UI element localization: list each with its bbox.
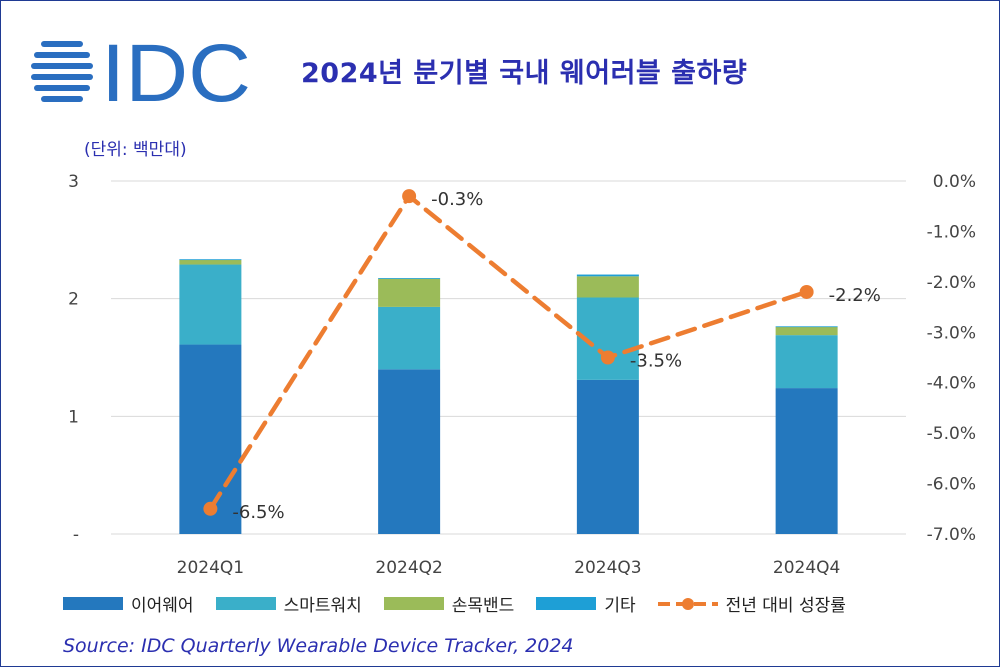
growth-data-label: -0.3% xyxy=(431,189,483,210)
bar-earwear xyxy=(576,379,639,534)
legend-item-growth: 전년 대비 성장률 xyxy=(657,591,846,616)
y-right-tick-label: -1.0% xyxy=(927,222,976,242)
idc-logo-text: IDC xyxy=(101,35,251,107)
y-right-tick-label: -2.0% xyxy=(927,273,976,293)
legend-item-other: 기타 xyxy=(536,591,636,616)
bar-wristband xyxy=(378,278,441,307)
y-left-tick-label: - xyxy=(73,525,79,545)
legend-swatch-earwear xyxy=(63,597,123,610)
legend: 이어웨어 스마트워치 손목밴드 기타 전년 대비 성장률 xyxy=(63,591,868,616)
x-tick-label: 2024Q4 xyxy=(773,558,840,578)
legend-label-wristband: 손목밴드 xyxy=(451,596,515,616)
growth-point xyxy=(799,284,814,299)
legend-swatch-wristband xyxy=(383,597,444,610)
bar-smartwatch xyxy=(179,264,242,345)
idc-logo: IDC xyxy=(31,35,251,107)
y-left-tick-label: 3 xyxy=(68,172,79,192)
y-left-tick-label: 2 xyxy=(68,290,79,310)
growth-data-label: -6.5% xyxy=(232,502,284,523)
bar-wristband xyxy=(576,276,639,298)
growth-data-label: -3.5% xyxy=(630,351,682,372)
x-tick-label: 2024Q3 xyxy=(574,558,641,578)
growth-point xyxy=(600,350,615,365)
bar-other xyxy=(775,326,838,328)
legend-label-smartwatch: 스마트워치 xyxy=(283,596,362,616)
y-left-tick-label: 1 xyxy=(68,407,79,427)
y-right-tick-label: -7.0% xyxy=(927,525,976,545)
unit-label: (단위: 백만대) xyxy=(84,140,187,160)
growth-point xyxy=(203,501,218,516)
legend-swatch-other xyxy=(536,597,597,610)
legend-item-earwear: 이어웨어 xyxy=(63,591,194,616)
bar-other xyxy=(576,274,639,277)
bar-smartwatch xyxy=(378,306,441,370)
y-right-tick-label: -3.0% xyxy=(927,323,976,343)
x-tick-label: 2024Q1 xyxy=(177,558,244,578)
bar-smartwatch xyxy=(775,335,838,389)
bar-wristband xyxy=(179,259,242,265)
legend-item-smartwatch: 스마트워치 xyxy=(215,591,362,616)
bar-other xyxy=(378,278,441,279)
y-right-tick-label: 0.0% xyxy=(933,172,976,192)
x-tick-label: 2024Q2 xyxy=(375,558,442,578)
bar-other xyxy=(179,259,242,261)
y-right-tick-label: -5.0% xyxy=(927,424,976,444)
chart-plot: - 1 2 3 0.0% -1.0% -2.0% -3.0% -4.0% -5.0% -6.0% -7… xyxy=(68,172,976,578)
legend-swatch-smartwatch xyxy=(215,597,276,610)
legend-label-earwear: 이어웨어 xyxy=(131,596,194,616)
legend-label-growth: 전년 대비 성장률 xyxy=(725,596,846,616)
growth-data-label: -2.2% xyxy=(829,285,881,306)
y-right-tick-label: -6.0% xyxy=(927,475,976,495)
legend-swatch-growth xyxy=(657,597,718,610)
legend-label-other: 기타 xyxy=(604,596,636,616)
bar-earwear xyxy=(775,388,838,534)
idc-globe-icon xyxy=(31,41,93,102)
growth-point xyxy=(402,189,417,204)
source-note: Source: IDC Quarterly Wearable Device Tr… xyxy=(63,635,574,657)
legend-item-wristband: 손목밴드 xyxy=(383,591,515,616)
bar-earwear xyxy=(378,369,441,534)
growth-line xyxy=(208,192,809,512)
bar-wristband xyxy=(775,326,838,336)
chart-title: 2024년 분기별 국내 웨어러블 출하량 xyxy=(301,58,748,89)
y-right-tick-label: -4.0% xyxy=(927,374,976,394)
